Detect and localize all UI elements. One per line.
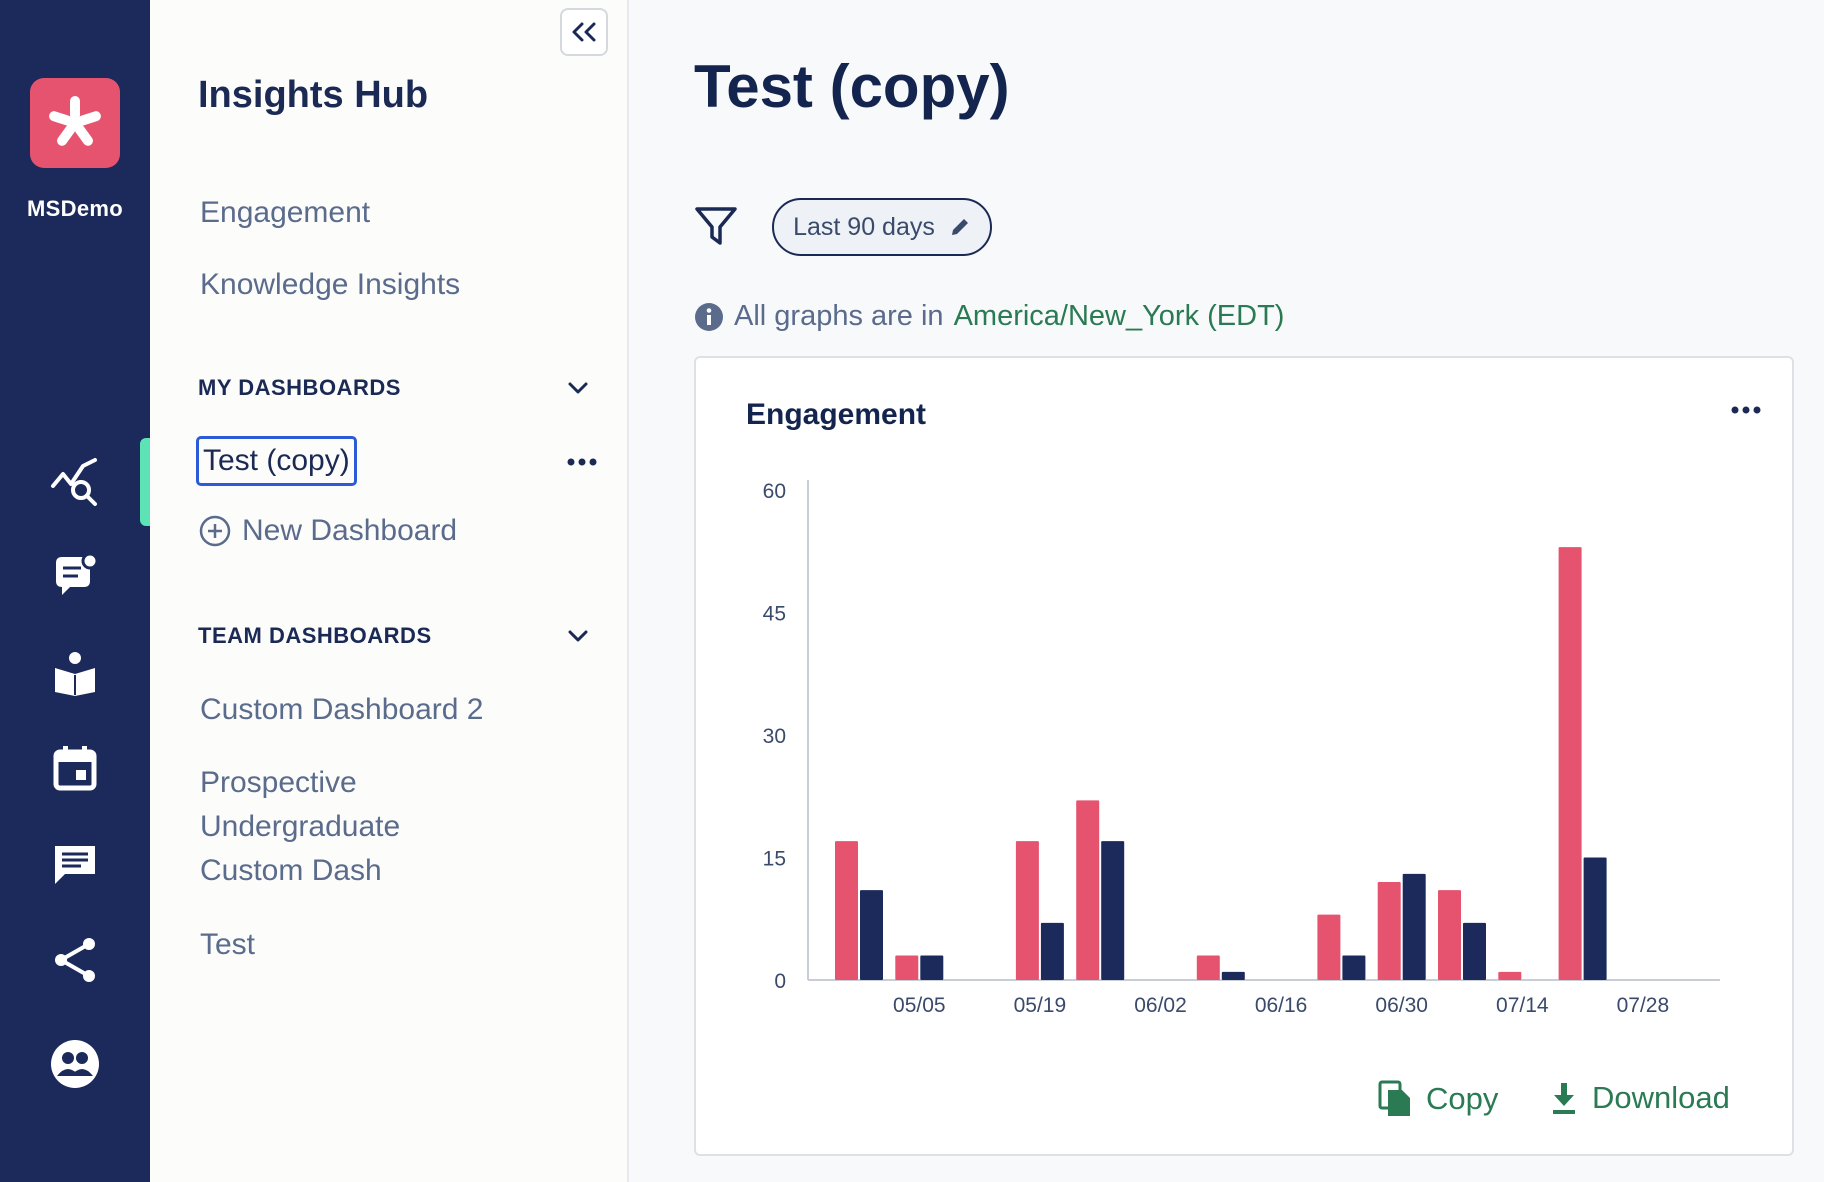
insights-sidebar: Insights Hub Engagement Knowledge Insigh… <box>150 0 629 1182</box>
org-name: MSDemo <box>27 196 123 221</box>
left-rail: MSDemo <box>0 0 150 1182</box>
y-tick-label: 15 <box>763 848 786 871</box>
y-tick-label: 45 <box>763 603 786 626</box>
plus-circle-icon <box>199 515 231 547</box>
download-icon <box>1553 1083 1575 1114</box>
timezone-prefix: All graphs are in <box>734 300 944 332</box>
bar-pink <box>1076 800 1100 980</box>
bar-pink <box>1438 890 1461 980</box>
copy-label: Copy <box>1426 1081 1499 1116</box>
info-icon <box>695 302 723 331</box>
asterisk-logo[interactable] <box>30 78 120 168</box>
active-nav-marker <box>140 438 150 526</box>
chevron-down-icon[interactable] <box>564 622 592 650</box>
page-title: Test (copy) <box>694 53 1010 120</box>
x-tick-label: 07/14 <box>1496 994 1549 1017</box>
bar-navy <box>1221 971 1245 980</box>
card-more-options-icon[interactable] <box>1726 398 1766 422</box>
bar-navy <box>1342 955 1366 980</box>
bar-navy <box>860 890 883 980</box>
message-icon[interactable] <box>45 834 105 894</box>
bar-navy <box>1463 922 1486 980</box>
sidebar-title: Insights Hub <box>198 74 429 116</box>
dashboard-item-prospective-undergraduate[interactable]: Prospective Undergraduate Custom Dash <box>200 766 401 887</box>
y-tick-label: 0 <box>774 970 786 993</box>
team-dashboards-header: TEAM DASHBOARDS <box>198 623 432 648</box>
chart-title: Engagement <box>746 398 927 431</box>
bar-pink <box>1196 955 1220 980</box>
chevron-down-icon[interactable] <box>564 374 592 402</box>
bar-pink <box>835 841 858 980</box>
people-group-icon[interactable] <box>45 1034 105 1094</box>
engagement-bar-chart: 0 15 30 45 60 05/05 05/19 06/02 06/16 06/30 07/14 0… <box>763 480 1720 1017</box>
bar-navy <box>1101 841 1125 980</box>
bar-pink <box>1377 882 1401 980</box>
my-dashboards-header: MY DASHBOARDS <box>198 375 401 400</box>
y-tick-label: 60 <box>763 480 786 503</box>
date-range-label: Last 90 days <box>793 212 935 241</box>
bar-pink <box>1558 547 1582 980</box>
insights-icon[interactable] <box>45 452 105 512</box>
bar-navy <box>1402 873 1426 980</box>
bar-navy <box>920 955 944 980</box>
dashboard-item-test-copy[interactable]: Test (copy) <box>196 436 357 486</box>
x-tick-label: 06/30 <box>1375 994 1428 1017</box>
share-network-icon[interactable] <box>45 930 105 990</box>
chat-bubble-icon[interactable] <box>45 546 105 606</box>
bar-pink <box>895 955 919 980</box>
double-chevron-left-icon <box>572 22 596 42</box>
dashboard-item-test[interactable]: Test <box>200 928 256 961</box>
date-range-filter[interactable]: Last 90 days <box>772 198 992 256</box>
x-tick-label: 05/05 <box>893 994 946 1017</box>
calendar-icon[interactable] <box>45 738 105 798</box>
sidebar-link-engagement[interactable]: Engagement <box>200 196 371 229</box>
pencil-icon <box>951 219 968 235</box>
new-dashboard-button[interactable]: New Dashboard <box>198 514 457 548</box>
bar-navy <box>1583 857 1607 980</box>
collapse-sidebar-button[interactable] <box>560 8 608 56</box>
dashboard-item-custom-dashboard-2[interactable]: Custom Dashboard 2 <box>200 693 484 726</box>
filter-icon[interactable] <box>692 202 740 250</box>
download-button[interactable]: Download <box>1550 1080 1730 1116</box>
bar-pink <box>1015 841 1039 980</box>
x-tick-label: 07/28 <box>1617 994 1670 1017</box>
bar-navy <box>1040 922 1064 980</box>
download-label: Download <box>1592 1080 1730 1115</box>
timezone-value[interactable]: America/New_York (EDT) <box>953 300 1285 332</box>
copy-icon <box>1378 1080 1410 1116</box>
y-tick-label: 30 <box>763 725 786 748</box>
bar-pink <box>1317 914 1341 980</box>
new-dashboard-label: New Dashboard <box>242 514 458 547</box>
copy-button[interactable]: Copy <box>1378 1080 1498 1118</box>
x-tick-label: 06/02 <box>1134 994 1187 1017</box>
sidebar-link-knowledge-insights[interactable]: Knowledge Insights <box>200 268 461 301</box>
x-tick-label: 06/16 <box>1255 994 1308 1017</box>
bar-pink <box>1498 971 1522 980</box>
more-options-icon[interactable] <box>562 450 602 474</box>
engagement-chart-card: Engagement 0 15 30 45 60 05/05 05/19 06/02 06/16… <box>694 356 1794 1156</box>
x-tick-label: 05/19 <box>1014 994 1067 1017</box>
knowledge-book-icon[interactable] <box>45 642 105 702</box>
timezone-note: All graphs are in America/New_York (EDT) <box>694 300 1284 333</box>
